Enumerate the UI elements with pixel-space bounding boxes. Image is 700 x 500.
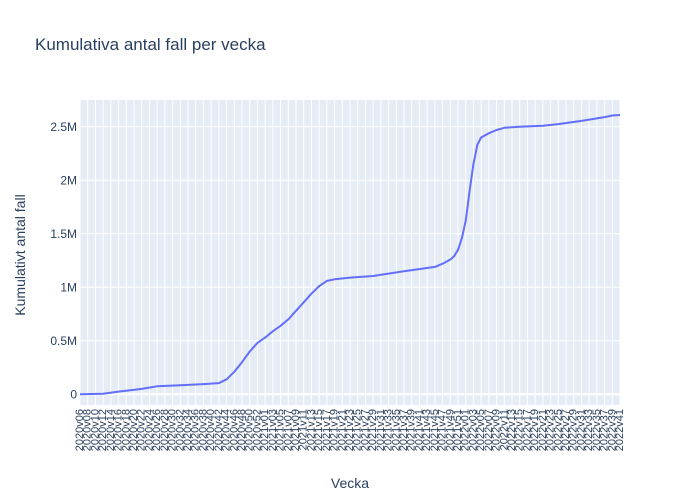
x-tick-label: 2022v17 (521, 409, 533, 451)
x-tick-label: 2020v40 (205, 409, 217, 451)
x-tick-label: 2021v33 (383, 409, 395, 451)
y-tick-label: 0.5M (50, 334, 77, 348)
x-tick-label: 2021v03 (267, 409, 279, 451)
x-tick-label: 2021v47 (437, 409, 449, 451)
x-tick-label: 2020v26 (151, 409, 163, 451)
x-tick-label: 2021v19 (329, 409, 341, 451)
x-tick-label: 2022v05 (475, 409, 487, 451)
x-tick-label: 2021v35 (390, 409, 402, 451)
x-tick-label: 2020v30 (167, 409, 179, 451)
x-tick-label: 2020v42 (213, 409, 225, 451)
x-tick-label: 2020v28 (159, 409, 171, 451)
x-tick-label: 2022v31 (575, 409, 587, 451)
x-tick-label: 2022v15 (514, 409, 526, 451)
x-tick-label: 2021v09 (290, 409, 302, 451)
x-axis-ticks: 2020v062020v082020v102020v122020v142020v… (74, 409, 626, 451)
x-tick-label: 2021v41 (413, 409, 425, 451)
x-tick-label: 2021v17 (321, 409, 333, 451)
x-tick-label: 2020v22 (136, 409, 148, 451)
x-tick-label: 2021v27 (359, 409, 371, 451)
x-tick-label: 2022v07 (483, 409, 495, 451)
x-tick-label: 2021v49 (444, 409, 456, 451)
x-tick-label: 2021v51 (452, 409, 464, 451)
x-tick-label: 2022v37 (599, 409, 611, 451)
x-tick-label: 2021v43 (421, 409, 433, 451)
y-axis-title: Kumulativt antal fall (12, 194, 28, 315)
x-tick-label: 2022v03 (467, 409, 479, 451)
x-tick-label: 2021v21 (336, 409, 348, 451)
series-lines (79, 114, 621, 396)
y-axis-ticks: 0 0.5M 1M 1.5M 2M 2.5M (50, 120, 77, 402)
x-tick-label: 2020v46 (228, 409, 240, 451)
x-tick-label: 2021v01 (259, 409, 271, 451)
grid (79, 100, 621, 405)
x-axis-title: Vecka (331, 475, 369, 491)
x-tick-label: 2021v23 (344, 409, 356, 451)
x-tick-label: 2020v20 (128, 409, 140, 451)
x-tick-label: 2020v08 (82, 409, 94, 451)
x-tick-label: 2021v07 (282, 409, 294, 451)
x-tick-label: 2021v11 (298, 409, 310, 450)
x-tick-label: 2020v12 (97, 409, 109, 451)
y-tick-label: 1M (60, 280, 77, 294)
x-tick-label: 2022v23 (545, 409, 557, 451)
x-tick-label: 2022v27 (560, 409, 572, 451)
x-tick-label: 2020v36 (190, 409, 202, 451)
series-line (79, 114, 621, 396)
x-tick-label: 2021v39 (406, 409, 418, 451)
x-tick-label: 2022v01 (460, 409, 472, 451)
x-tick-label: 2022v09 (491, 409, 503, 451)
x-tick-label: 2020v50 (244, 409, 256, 451)
y-tick-label: 2M (60, 173, 77, 187)
x-tick-label: 2022v19 (529, 409, 541, 451)
x-tick-label: 2020v10 (89, 409, 101, 451)
y-tick-label: 2.5M (50, 120, 77, 134)
x-tick-label: 2020v16 (113, 409, 125, 451)
x-tick-label: 2020v48 (236, 409, 248, 451)
x-tick-label: 2022v39 (606, 409, 618, 451)
x-tick-label: 2021v05 (275, 409, 287, 451)
x-tick-label: 2021v13 (305, 409, 317, 451)
x-tick-label: 2022v41 (614, 409, 626, 451)
x-tick-label: 2022v35 (591, 409, 603, 451)
x-tick-label: 2022v29 (568, 409, 580, 451)
x-tick-label: 2021v37 (398, 409, 410, 451)
x-tick-label: 2022v13 (506, 409, 518, 451)
x-tick-label: 2020v38 (197, 409, 209, 451)
x-tick-label: 2020v14 (105, 409, 117, 451)
x-tick-label: 2021v25 (352, 409, 364, 451)
x-tick-label: 2022v33 (583, 409, 595, 451)
x-tick-label: 2020v24 (143, 409, 155, 451)
x-tick-label: 2022v21 (537, 409, 549, 451)
x-tick-label: 2020v34 (182, 409, 194, 451)
x-tick-label: 2021v45 (429, 409, 441, 451)
y-tick-label: 1.5M (50, 227, 77, 241)
x-tick-label: 2020v18 (120, 409, 132, 451)
x-tick-label: 2020v32 (174, 409, 186, 451)
x-tick-label: 2020v52 (251, 409, 263, 451)
x-tick-label: 2022v11 (498, 409, 510, 450)
x-tick-label: 2020v06 (74, 409, 86, 451)
chart-title: Kumulativa antal fall per vecka (35, 35, 266, 54)
x-tick-label: 2021v15 (313, 409, 325, 451)
x-tick-label: 2020v44 (221, 409, 233, 451)
x-tick-label: 2022v25 (552, 409, 564, 451)
y-tick-label: 0 (70, 387, 77, 401)
x-tick-label: 2021v31 (375, 409, 387, 451)
x-tick-label: 2021v29 (367, 409, 379, 451)
